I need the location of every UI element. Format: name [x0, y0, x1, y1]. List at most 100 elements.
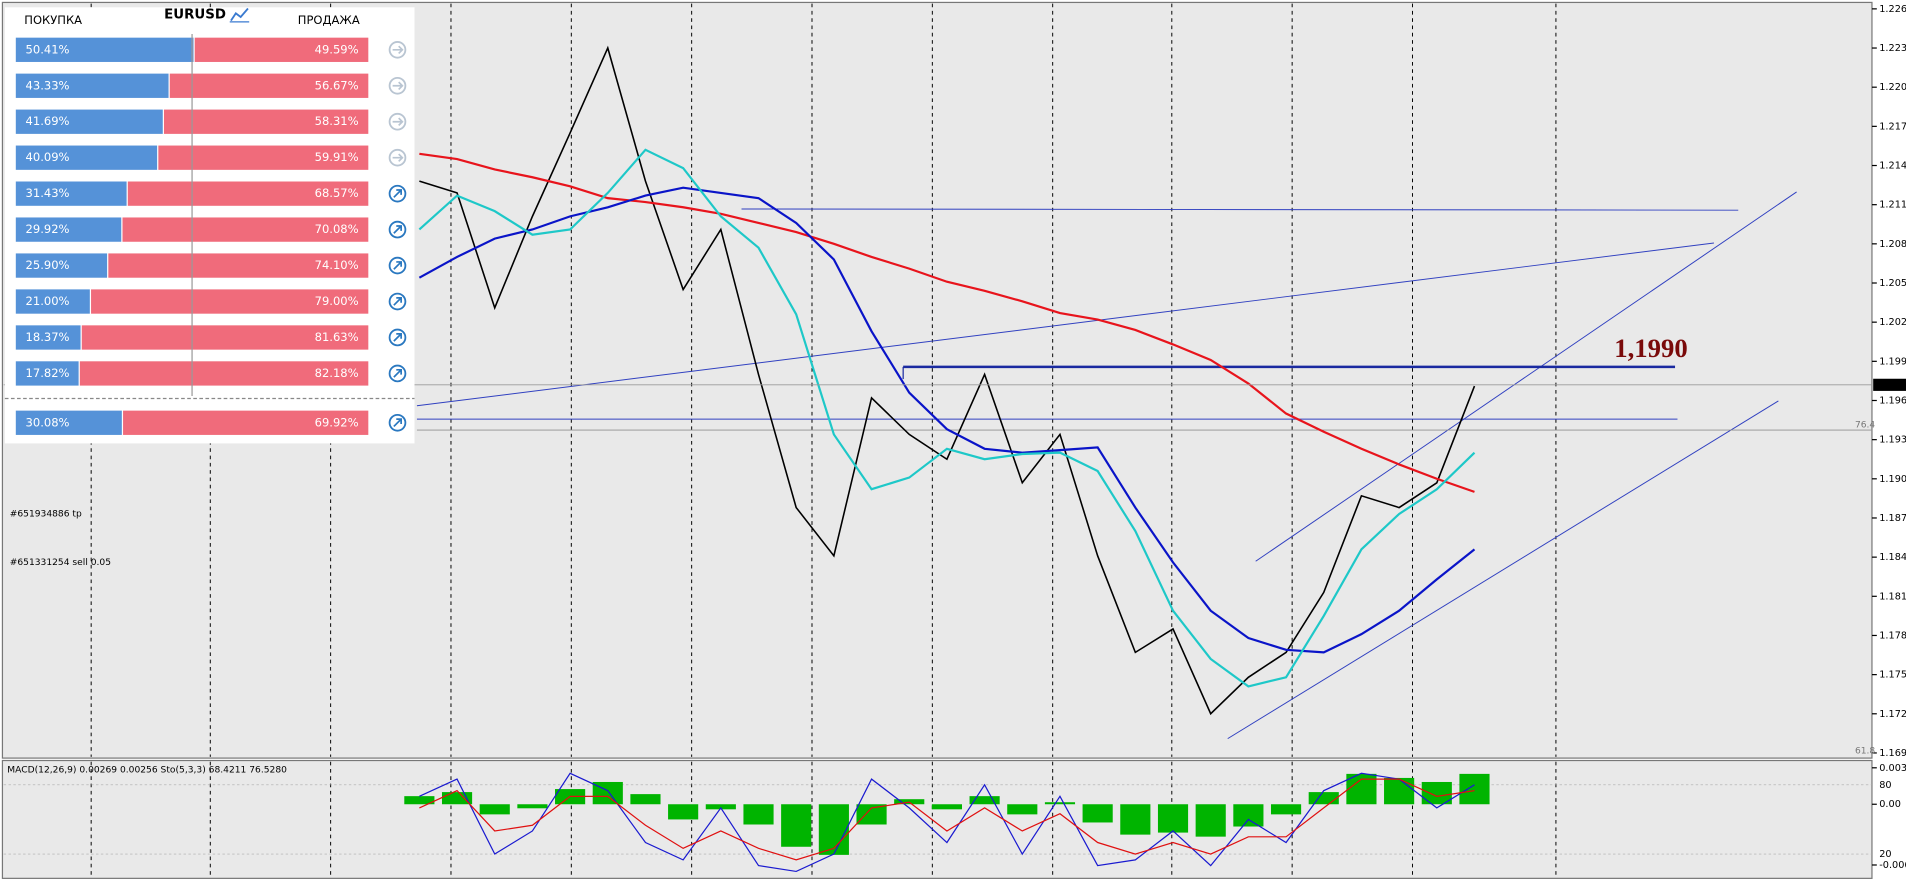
- trade-button[interactable]: [388, 76, 407, 95]
- buy-bar: [15, 361, 79, 386]
- trade-arrow: [393, 418, 402, 428]
- y-tick-label: 0.0036: [1879, 763, 1906, 774]
- macd-bar: [1157, 804, 1189, 833]
- y-tick-label: 1.1905: [1879, 474, 1906, 485]
- sell-header: ПРОДАЖА: [298, 13, 360, 27]
- trade-arrow: [393, 261, 402, 270]
- sell-label: 68.57%: [315, 186, 359, 200]
- trade-arrow: [392, 45, 404, 55]
- y-tick-label: 1.1935: [1879, 435, 1906, 446]
- annotation: #651934886 tp: [10, 509, 82, 519]
- trade-arrow: [393, 368, 402, 378]
- buy-bar: [15, 109, 163, 134]
- sell-label: 82.18%: [315, 366, 359, 380]
- macd-bar: [1120, 804, 1151, 835]
- sell-bar: [123, 410, 369, 435]
- sell-bar: [158, 145, 369, 170]
- buy-label: 50.41%: [26, 42, 70, 56]
- y-tick-label: 0.00: [1879, 799, 1901, 810]
- y-tick-label: 1.2145: [1879, 161, 1906, 172]
- annotation: #651331254 sell 0.05: [10, 558, 111, 568]
- current-price-box: [1873, 378, 1906, 391]
- trade-arrow: [393, 225, 402, 234]
- series-line: [418, 148, 1476, 688]
- macd-bar: [479, 804, 510, 815]
- trade-button[interactable]: [388, 220, 407, 239]
- trade-button[interactable]: [388, 328, 407, 347]
- sell-bar: [127, 181, 369, 206]
- chart-icon[interactable]: [230, 7, 249, 22]
- buy-label: 43.33%: [26, 78, 70, 92]
- buy-label: 31.43%: [26, 186, 70, 200]
- y-tick-label: 1.1725: [1879, 709, 1906, 720]
- sell-label: 81.63%: [315, 330, 359, 344]
- plot: 1.2265 1.2235 1.2205 1.2175 1.2145 1.2115 1.20…: [3, 4, 1906, 873]
- series-line: [419, 45, 1476, 716]
- y2-tick-label: 80: [1879, 780, 1891, 791]
- buy-header: ПОКУПКА: [24, 13, 82, 27]
- annotation: 76.4: [1855, 421, 1875, 431]
- y-tick-label: 1.1785: [1879, 630, 1906, 641]
- sell-bar: [91, 289, 369, 314]
- buy-bar: [15, 73, 169, 98]
- buy-bar: [15, 181, 127, 206]
- trade-button[interactable]: [388, 112, 407, 131]
- y-tick-label: 1.2085: [1879, 239, 1906, 250]
- buy-label: 41.69%: [26, 114, 70, 128]
- y-tick-label: 1.2025: [1879, 317, 1906, 328]
- sell-label: 70.08%: [315, 222, 359, 236]
- macd-bar: [630, 794, 661, 805]
- sell-label: 58.31%: [315, 114, 359, 128]
- trade-button[interactable]: [388, 148, 407, 167]
- buy-bar: [15, 289, 90, 314]
- macd-bar: [517, 804, 548, 809]
- series-line: [419, 152, 1475, 493]
- time-grid: [90, 3, 1557, 878]
- y-tick-label: 1.1965: [1879, 395, 1906, 406]
- trade-arrow: [392, 81, 404, 91]
- buy-bar: [15, 145, 158, 170]
- macd-bar: [1384, 777, 1415, 805]
- y-tick-label: 1.1875: [1879, 513, 1906, 524]
- macd-bar: [969, 796, 1000, 805]
- sell-bar: [122, 217, 369, 242]
- macd-bar: [1007, 804, 1038, 815]
- trade-button[interactable]: [388, 364, 407, 383]
- sell-label: 79.00%: [315, 294, 359, 308]
- buy-label: 21.00%: [26, 294, 70, 308]
- sell-label: 74.10%: [315, 258, 359, 272]
- trade-button[interactable]: [388, 292, 407, 311]
- y-tick-label: 1.1755: [1879, 670, 1906, 681]
- buy-bar: [15, 253, 108, 278]
- indicator-pane: [1, 759, 1873, 879]
- macd-bar: [668, 804, 699, 820]
- buy-bar: [15, 325, 81, 350]
- trade-button[interactable]: [388, 256, 407, 275]
- current-price-label: 1.1977: [1879, 380, 1906, 391]
- trade-arrow: [393, 189, 402, 198]
- trade-arrow: [392, 117, 404, 126]
- symbol[interactable]: EURUSD: [164, 8, 226, 23]
- trade-button[interactable]: [388, 184, 407, 203]
- trade-button[interactable]: [388, 41, 407, 59]
- series-line: [418, 186, 1476, 654]
- sell-label: 69.92%: [315, 415, 359, 429]
- trade-button[interactable]: [388, 413, 407, 432]
- sell-bar: [163, 109, 369, 134]
- y-tick-label: 1.2205: [1879, 82, 1906, 93]
- macd-bar: [1270, 804, 1302, 815]
- y-tick-label: -0.006: [1879, 860, 1906, 871]
- trend-lines: [416, 191, 1872, 740]
- sentiment-panel: ПОКУПКА EURUSD ПРОДАЖА 50.41% 49.59% 43.33…: [4, 7, 415, 444]
- trade-arrow: [393, 332, 402, 342]
- macd-bar: [1233, 804, 1264, 827]
- indicator-title: MACD(12,26,9) 0.00269 0.00256 Sto(5,3,3)…: [7, 766, 287, 776]
- macd-bar: [1195, 804, 1226, 837]
- y-tick-label: 1.1995: [1879, 356, 1906, 367]
- buy-bar: [15, 37, 194, 62]
- macd-bar: [856, 804, 887, 825]
- buy-label: 17.82%: [26, 366, 70, 380]
- y-tick-label: 1.2265: [1879, 4, 1906, 15]
- series-line: [419, 778, 1475, 861]
